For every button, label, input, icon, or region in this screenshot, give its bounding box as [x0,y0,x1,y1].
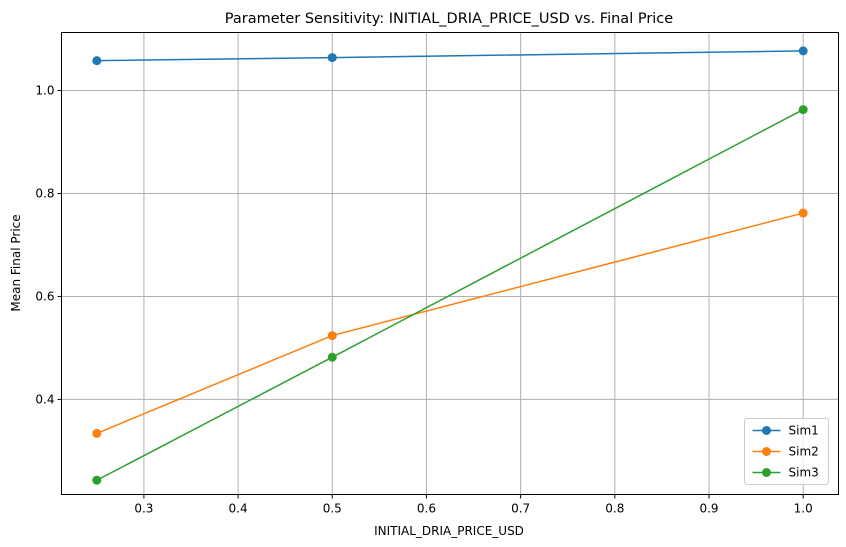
y-axis-title: Mean Final Price [9,214,23,311]
data-point-sim2 [798,208,808,218]
data-point-sim2 [92,428,102,438]
data-point-sim2 [327,331,337,341]
legend-marker-sim2 [762,447,771,456]
data-point-sim3 [798,105,808,115]
x-tick-label: 0.8 [605,502,624,516]
x-tick-label: 0.5 [323,502,342,516]
y-tick-label: 0.8 [35,186,54,200]
series-sim2 [92,208,808,438]
data-point-sim3 [92,475,102,485]
x-axis-title: INITIAL_DRIA_PRICE_USD [374,524,524,538]
data-point-sim1 [92,56,102,66]
legend-item-sim2: Sim2 [752,445,819,459]
legend-marker-sim1 [762,426,771,435]
legend: Sim1 Sim2 Sim3 [744,418,829,485]
series-sim1 [92,46,808,66]
x-tick-label: 1.0 [794,502,813,516]
x-tick-label: 0.9 [699,502,718,516]
x-tick-label: 0.3 [134,502,153,516]
legend-box [744,418,829,485]
data-point-sim1 [327,53,337,63]
legend-label-sim2: Sim2 [789,445,819,459]
y-tick-label: 0.4 [35,392,54,406]
legend-label-sim1: Sim1 [789,424,819,438]
x-tick-label: 0.4 [229,502,248,516]
y-axis-ticks: 0.4 0.6 0.8 1.0 [35,84,62,406]
legend-label-sim3: Sim3 [789,466,819,480]
data-point-sim1 [798,46,808,56]
series-group [92,46,808,485]
series-sim3 [92,105,808,485]
data-point-sim3 [327,352,337,362]
x-tick-label: 0.6 [417,502,436,516]
plot-area [61,32,839,495]
plot-frame [61,32,839,495]
legend-marker-sim3 [762,468,771,477]
chart-title: Parameter Sensitivity: INITIAL_DRIA_PRIC… [225,11,673,27]
legend-item-sim3: Sim3 [752,466,819,480]
legend-item-sim1: Sim1 [752,424,819,438]
y-tick-label: 0.6 [35,289,54,303]
x-tick-label: 0.7 [511,502,530,516]
y-tick-label: 1.0 [35,84,54,98]
x-axis-ticks: 0.3 0.4 0.5 0.6 0.7 0.8 0.9 1.0 [134,494,813,516]
